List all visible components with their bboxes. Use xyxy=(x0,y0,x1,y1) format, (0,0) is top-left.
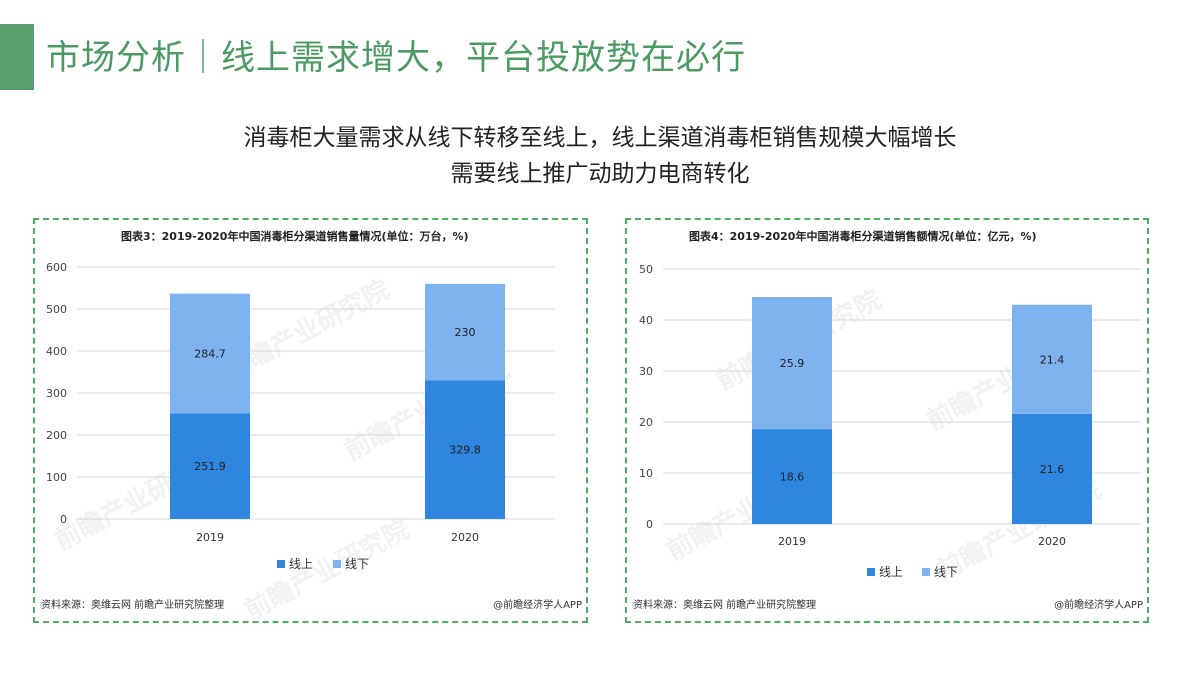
legend-label: 线下 xyxy=(345,557,369,571)
data-label: 251.9 xyxy=(194,460,226,473)
y-tick-label: 30 xyxy=(639,365,653,378)
legend-label: 线上 xyxy=(879,565,903,579)
x-tick-label: 2020 xyxy=(451,531,479,544)
legend-label: 线下 xyxy=(934,565,958,579)
y-tick-label: 200 xyxy=(46,429,67,442)
bar-online xyxy=(425,380,505,519)
y-tick-label: 20 xyxy=(639,416,653,429)
y-tick-label: 40 xyxy=(639,314,653,327)
volume-chart: 0 100 200 300 400 500 600 251.9 284.7 2019 329.8 23… xyxy=(46,261,555,571)
data-label: 230 xyxy=(455,326,476,339)
chart-brand: @前瞻经济学人APP xyxy=(1054,600,1143,611)
y-tick-label: 50 xyxy=(639,263,653,276)
bar-offline xyxy=(752,297,832,430)
bar-offline xyxy=(170,293,250,414)
data-label: 18.6 xyxy=(780,471,805,484)
chart-title: 图表4：2019-2020年中国消毒柜分渠道销售额情况(单位：亿元，%) xyxy=(689,230,1037,243)
bar-online xyxy=(170,413,250,519)
sales-chart: 0 10 20 30 40 50 18.6 25.9 2019 21.6 21.4 2020 线上 线下 xyxy=(639,263,1141,579)
chart-title: 图表3：2019-2020年中国消毒柜分渠道销售量情况(单位：万台，%) xyxy=(121,230,469,243)
subtitle-line-2: 需要线上推广动助力电商转化 xyxy=(450,161,750,187)
y-tick-label: 300 xyxy=(46,387,67,400)
y-tick-label: 0 xyxy=(60,513,67,526)
subtitle-line-1: 消毒柜大量需求从线下转移至线上，线上渠道消毒柜销售规模大幅增长 xyxy=(243,125,957,151)
x-tick-label: 2019 xyxy=(196,531,224,544)
bar-online xyxy=(752,429,832,524)
y-tick-label: 100 xyxy=(46,471,67,484)
data-label: 284.7 xyxy=(194,347,226,360)
chart-source: 资料来源：奥维云网 前瞻产业研究院整理 xyxy=(41,600,225,611)
x-tick-label: 2020 xyxy=(1038,535,1066,548)
bar-offline xyxy=(1012,304,1092,414)
page-title: 市场分析｜线上需求增大，平台投放势在必行 xyxy=(46,38,746,78)
y-tick-label: 500 xyxy=(46,303,67,316)
title-accent-bar xyxy=(0,24,34,90)
data-label: 329.8 xyxy=(449,444,481,457)
legend-swatch xyxy=(333,560,341,568)
data-label: 21.6 xyxy=(1040,463,1065,476)
chart-source: 资料来源：奥维云网 前瞻产业研究院整理 xyxy=(633,600,817,611)
chart-panel-sales: 前瞻产业研究院 前瞻产业研究院 前瞻产业研究院 前瞻产业研究院 图表4：2019… xyxy=(625,218,1149,623)
data-label: 25.9 xyxy=(780,357,805,370)
chart-panel-volume: 前瞻产业研究院 前瞻产业研究院 前瞻产业研究院 前瞻产业研究院 图表3：2019… xyxy=(33,218,588,627)
chart-brand: @前瞻经济学人APP xyxy=(493,600,582,611)
legend-label: 线上 xyxy=(289,557,313,571)
y-tick-label: 400 xyxy=(46,345,67,358)
bar-offline xyxy=(425,283,505,381)
bar-online xyxy=(1012,413,1092,524)
y-tick-label: 0 xyxy=(646,518,653,531)
legend-swatch xyxy=(922,568,930,576)
y-tick-label: 10 xyxy=(639,467,653,480)
x-tick-label: 2019 xyxy=(778,535,806,548)
legend-swatch xyxy=(277,560,285,568)
legend-swatch xyxy=(867,568,875,576)
data-label: 21.4 xyxy=(1040,353,1065,366)
y-tick-label: 600 xyxy=(46,261,67,274)
